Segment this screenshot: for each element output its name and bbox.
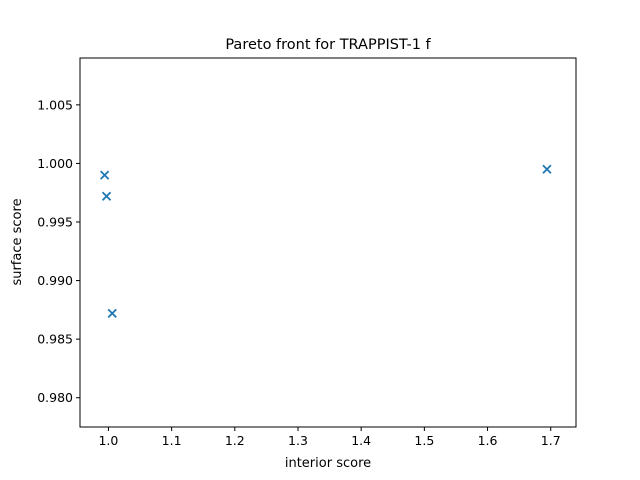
x-tick-label: 1.7 [541, 433, 561, 448]
data-point-marker [101, 191, 112, 201]
y-tick-label: 0.980 [37, 390, 73, 405]
x-tick-label: 1.3 [288, 433, 308, 448]
plot-frame [79, 57, 577, 428]
x-tick-label: 1.5 [414, 433, 434, 448]
data-point-marker [542, 164, 552, 174]
x-tick-label: 1.4 [351, 433, 371, 448]
x-tick-label: 1.1 [162, 433, 182, 448]
y-tick-label: 1.000 [37, 156, 73, 171]
data-point-marker [107, 308, 117, 319]
y-tick-label: 0.990 [37, 273, 73, 288]
x-tick-label: 1.0 [98, 433, 118, 448]
y-tick-label: 1.005 [37, 97, 73, 112]
y-tick-label: 0.985 [37, 332, 73, 347]
data-point-marker [100, 170, 110, 180]
x-axis-ticks: 1.0 1.1 1.2 1.3 1.4 1.5 1.6 1.7 [98, 427, 561, 448]
x-tick-label: 1.6 [478, 433, 498, 448]
y-axis-ticks: 0.980 0.985 0.990 0.995 1.000 1.005 [37, 97, 80, 405]
y-tick-label: 0.995 [37, 215, 73, 230]
chart-title: Pareto front for TRAPPIST-1 f [225, 37, 431, 53]
data-points [100, 164, 552, 319]
x-tick-label: 1.2 [225, 433, 245, 448]
x-axis-label: interior score [285, 456, 371, 471]
y-axis-label: surface score [10, 198, 25, 285]
